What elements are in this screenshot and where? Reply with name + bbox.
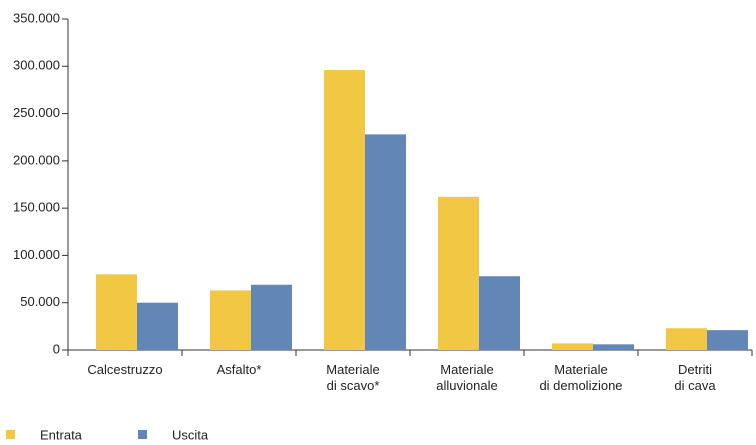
x-tick-label-line: Detriti [678,362,712,377]
x-tick-label-line: Asfalto* [217,362,262,377]
y-tick-label: 0 [53,341,60,356]
x-tick-label: Detriti di cava [674,362,716,393]
legend-label: Uscita [172,427,209,442]
bar [209,290,251,350]
x-tick-label-line: Materiale [554,362,607,377]
x-tick-label-line: di cava [674,378,716,393]
y-tick-label: 300.000 [13,58,60,73]
x-tick-label: Materiale di scavo* [326,362,379,393]
bar [364,134,407,350]
y-tick-label: 100.000 [13,247,60,262]
y-tick-label: 350.000 [13,10,60,25]
y-tick-label: 200.000 [13,152,60,167]
x-tick-label: Materiale di demolizione [539,362,622,393]
y-tick-label: 150.000 [13,200,60,215]
x-tick-label: Materiale alluvionale [436,362,497,393]
bar [250,284,293,350]
x-tick-label-line: di demolizione [539,378,622,393]
x-tick-label: Asfalto* [217,362,262,377]
y-tick-label: 250.000 [13,105,60,120]
bar [95,274,137,350]
legend-swatch [138,430,147,439]
legend-swatch [6,430,15,439]
bar [437,196,479,350]
legend-label: Entrata [40,427,83,442]
x-tick-label-line: Calcestruzzo [87,362,162,377]
bar [323,70,365,350]
bar [665,328,707,350]
y-tick-label: 50.000 [20,294,60,309]
bar [551,343,593,350]
x-tick-label-line: di scavo* [327,378,380,393]
x-tick-label-line: alluvionale [436,378,497,393]
bar [136,302,179,350]
bar [706,330,749,350]
bar [478,276,521,350]
x-tick-label-line: Materiale [440,362,493,377]
x-tick-label-line: Materiale [326,362,379,377]
bar [592,344,635,350]
x-tick-label: Calcestruzzo [87,362,162,377]
